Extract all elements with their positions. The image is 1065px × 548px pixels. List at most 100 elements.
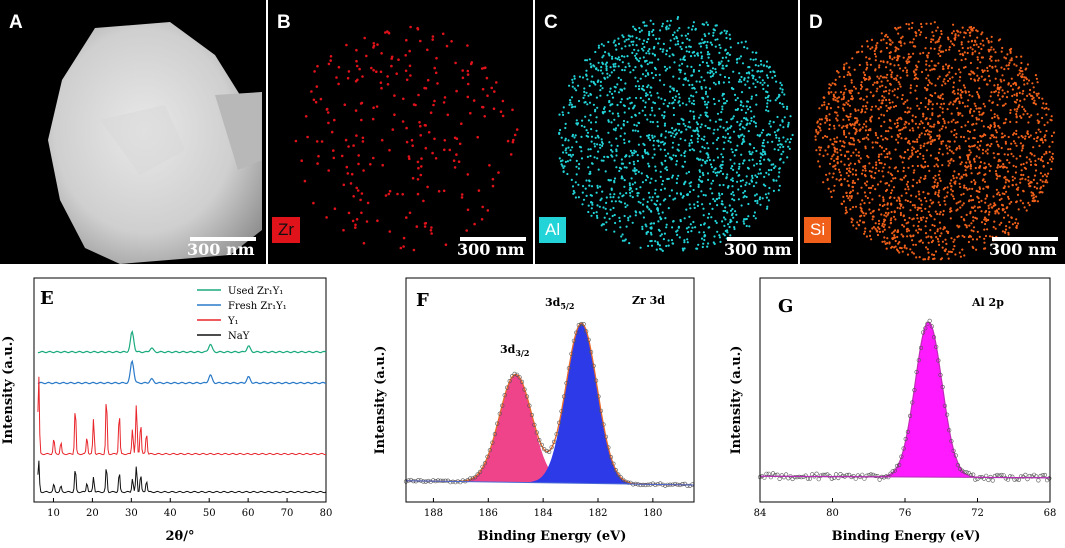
al-dot (704, 90, 708, 93)
si-dot (886, 60, 889, 64)
si-dot (850, 97, 853, 100)
si-dot (931, 31, 934, 34)
al-dot (636, 192, 639, 195)
al-dot (742, 191, 745, 194)
xps-zr-point (603, 434, 609, 439)
si-dot (915, 195, 918, 198)
al-dot (718, 197, 721, 200)
al-dot (721, 108, 724, 111)
si-dot (1032, 193, 1035, 196)
xps-zr-point (591, 363, 596, 368)
si-dot (847, 118, 850, 121)
al-dot (627, 219, 630, 222)
al-dot (712, 198, 715, 201)
al-dot (634, 214, 637, 217)
si-dot (917, 206, 920, 209)
xps-zr-point (468, 476, 473, 481)
al-dot (745, 181, 748, 184)
al-dot (731, 179, 734, 182)
si-dot (972, 230, 975, 233)
si-dot (1007, 231, 1010, 234)
si-dot (895, 199, 899, 202)
al-dot (646, 206, 649, 209)
zr-dot (395, 72, 398, 75)
si-dot (972, 226, 976, 229)
zr-dot (455, 153, 458, 156)
si-dot (853, 181, 856, 185)
al-dot (717, 63, 721, 66)
al-dot (705, 159, 709, 162)
al-dot (692, 70, 695, 73)
si-dot (884, 156, 887, 159)
al-dot (690, 74, 693, 77)
al-dot (626, 204, 629, 207)
al-dot (651, 196, 654, 199)
si-dot (893, 122, 896, 125)
xps-zr-point (623, 479, 628, 484)
si-dot (1004, 102, 1007, 105)
si-dot (993, 156, 996, 159)
zr-dot (346, 172, 350, 175)
al-dot (596, 186, 599, 189)
al-dot (596, 216, 599, 219)
al-dot (665, 53, 668, 56)
xps-al-point (1042, 472, 1048, 478)
al-dot (628, 44, 631, 47)
si-dot (845, 101, 848, 104)
si-dot (924, 196, 927, 200)
al-dot (575, 140, 578, 143)
xps-zr-point (487, 448, 492, 453)
al-dot (582, 198, 586, 201)
al-dot (698, 80, 701, 83)
si-dot (997, 59, 1000, 62)
si-dot (840, 160, 843, 163)
al-dot (605, 69, 608, 72)
al-dot (591, 203, 594, 206)
al-dot (646, 93, 649, 96)
al-dot (641, 109, 644, 112)
si-dot (964, 31, 967, 35)
si-dot (966, 29, 969, 32)
si-dot (929, 140, 932, 143)
al-dot (650, 233, 653, 236)
xps-al-point (1008, 474, 1013, 479)
al-dot (617, 196, 620, 199)
si-dot (849, 190, 852, 193)
al-dot (608, 90, 611, 93)
si-dot (1020, 134, 1023, 138)
al-dot (610, 188, 613, 191)
zr-dot (314, 100, 318, 104)
al-dot (698, 231, 701, 234)
al-dot (668, 66, 671, 69)
si-dot (933, 68, 936, 71)
si-dot (932, 186, 935, 189)
si-dot (847, 164, 851, 167)
al-dot (609, 66, 612, 69)
si-dot (925, 22, 928, 25)
si-dot (936, 184, 939, 187)
si-dot (834, 167, 837, 170)
si-dot (958, 225, 961, 228)
si-dot (898, 241, 901, 244)
si-dot (941, 246, 944, 249)
al-dot (688, 121, 691, 124)
si-dot (1004, 228, 1008, 231)
si-dot (878, 77, 881, 80)
al-dot (690, 94, 693, 97)
si-dot (1021, 177, 1024, 180)
si-dot (927, 251, 930, 254)
zr-dot (424, 146, 428, 150)
si-dot (901, 250, 904, 253)
al-dot (691, 83, 694, 86)
si-dot (1038, 96, 1041, 99)
al-dot (779, 143, 782, 146)
al-dot (746, 80, 749, 83)
si-dot (933, 139, 936, 142)
al-dot (774, 165, 777, 168)
si-dot (886, 35, 889, 39)
si-dot (861, 137, 864, 141)
al-dot (697, 54, 700, 57)
al-dot (618, 220, 621, 223)
si-dot (836, 114, 839, 117)
al-dot (659, 175, 662, 178)
